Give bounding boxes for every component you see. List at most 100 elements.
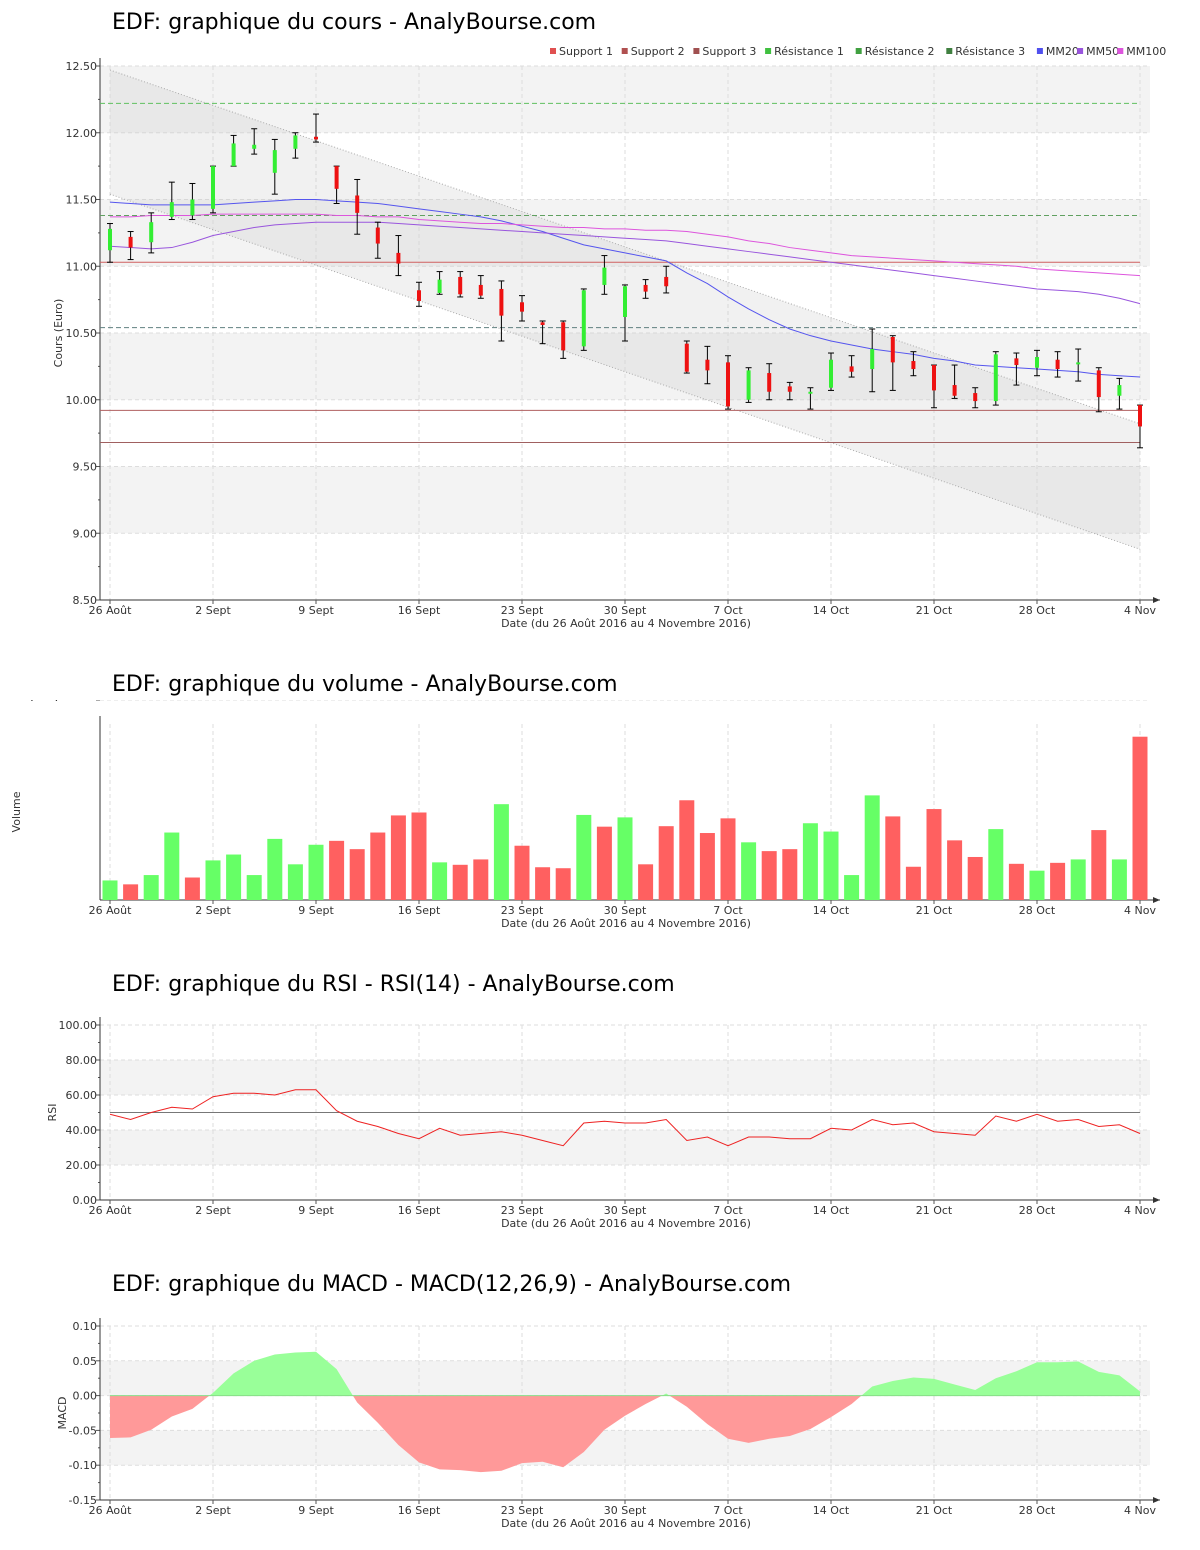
candle-body bbox=[746, 370, 751, 400]
y-tick-label: -0.10 bbox=[69, 1459, 97, 1472]
candle-body bbox=[664, 276, 669, 287]
volume-bar bbox=[1091, 830, 1107, 900]
x-tick-label: 21 Oct bbox=[916, 904, 953, 917]
candle-body bbox=[520, 302, 524, 312]
candle-body bbox=[602, 267, 607, 285]
legend-swatch bbox=[765, 48, 772, 54]
x-tick-label: 30 Sept bbox=[604, 604, 647, 617]
y-tick-label: 0.05 bbox=[73, 1355, 98, 1368]
volume-bar bbox=[658, 826, 674, 900]
volume-bar bbox=[844, 875, 860, 900]
candle-body bbox=[726, 362, 730, 407]
x-axis-arrow bbox=[1153, 597, 1160, 603]
volume-bar bbox=[782, 849, 798, 900]
volume-bar bbox=[390, 815, 406, 900]
volume-bar bbox=[473, 859, 489, 900]
x-tick-label: 16 Sept bbox=[398, 604, 441, 617]
y-tick-label: 0.00 bbox=[73, 1194, 98, 1207]
candle-body bbox=[108, 228, 112, 251]
series-mm20 bbox=[109, 199, 1141, 378]
rsi-line bbox=[109, 1089, 1141, 1147]
legend-label: Résistance 1 bbox=[774, 45, 844, 58]
volume-bar bbox=[823, 831, 839, 900]
y-tick-label: 100.00 bbox=[59, 1019, 98, 1032]
y-tick-label: 40.00 bbox=[66, 1124, 98, 1137]
volume-bar bbox=[905, 866, 921, 900]
volume-bar bbox=[1111, 859, 1127, 900]
x-axis-label: Date (du 26 Août 2016 au 4 Novembre 2016… bbox=[501, 617, 751, 630]
legend-swatch bbox=[946, 48, 953, 54]
candle-body bbox=[293, 135, 298, 149]
y-tick-label: 9.00 bbox=[73, 527, 98, 540]
volume-bar bbox=[988, 829, 1004, 900]
volume-bar bbox=[164, 832, 180, 900]
volume-bar bbox=[514, 845, 530, 900]
x-tick-label: 14 Oct bbox=[813, 604, 850, 617]
y-tick-label: 12.00 bbox=[66, 127, 98, 140]
candle-body bbox=[808, 391, 813, 394]
x-tick-label: 9 Sept bbox=[298, 1204, 334, 1217]
volume-bar bbox=[638, 864, 654, 900]
candle-body bbox=[458, 276, 463, 295]
price-chart: 8.50 9.00 9.50 10.00 10.50 11.00 11.50 12.00 12.… bbox=[52, 45, 1166, 630]
x-tick-label: 7 Oct bbox=[713, 1504, 743, 1517]
candle-body bbox=[540, 322, 545, 325]
x-tick-label: 2 Sept bbox=[195, 904, 231, 917]
volume-bar bbox=[1070, 859, 1086, 900]
x-tick-label: 28 Oct bbox=[1019, 1204, 1056, 1217]
candle-body bbox=[1138, 405, 1142, 427]
legend-label: Support 1 bbox=[559, 45, 613, 58]
legend-swatch bbox=[621, 48, 628, 54]
volume-bar bbox=[720, 818, 736, 900]
candle-body bbox=[561, 322, 566, 351]
candle-body bbox=[169, 202, 174, 217]
volume-bar bbox=[432, 862, 448, 900]
volume-bar bbox=[287, 864, 303, 900]
volume-bar bbox=[596, 826, 612, 900]
macd-positive-area bbox=[110, 1351, 1140, 1396]
x-tick-label: 26 Août bbox=[89, 904, 133, 917]
x-axis-arrow bbox=[1153, 1197, 1160, 1203]
y-tick-label: 8.50 bbox=[73, 594, 98, 607]
candle-body bbox=[128, 236, 133, 248]
x-axis-label: Date (du 26 Août 2016 au 4 Novembre 2016… bbox=[501, 1217, 751, 1230]
x-tick-label: 2 Sept bbox=[195, 1504, 231, 1517]
candle-body bbox=[437, 279, 442, 293]
x-tick-label: 28 Oct bbox=[1019, 904, 1056, 917]
x-tick-label: 26 Août bbox=[89, 604, 133, 617]
price-panel: EDF: graphique du cours - AnalyBourse.co… bbox=[0, 0, 1200, 640]
candle-body bbox=[149, 222, 154, 243]
candle-body bbox=[623, 286, 627, 317]
x-tick-label: 30 Sept bbox=[604, 1504, 647, 1517]
x-tick-label: 26 Août bbox=[89, 1504, 133, 1517]
legend-swatch bbox=[1077, 48, 1084, 54]
legend-swatch bbox=[1036, 48, 1043, 54]
x-tick-label: 16 Sept bbox=[398, 1504, 441, 1517]
rsi-chart-title: EDF: graphique du RSI - RSI(14) - AnalyB… bbox=[112, 972, 675, 997]
candle-body bbox=[499, 288, 504, 316]
volume-bar bbox=[246, 875, 262, 900]
volume-bar bbox=[802, 823, 818, 900]
x-tick-label: 21 Oct bbox=[916, 604, 953, 617]
volume-bar bbox=[411, 812, 427, 900]
x-tick-label: 30 Sept bbox=[604, 904, 647, 917]
x-tick-label: 7 Oct bbox=[713, 604, 743, 617]
candle-body bbox=[993, 354, 998, 402]
y-tick-label: -0.15 bbox=[69, 1494, 97, 1507]
legend-swatch bbox=[855, 48, 862, 54]
volume-bar bbox=[967, 856, 983, 900]
volume-bar bbox=[308, 844, 324, 900]
volume-bar bbox=[349, 849, 365, 900]
candle-body bbox=[252, 144, 257, 149]
candle-body bbox=[973, 393, 978, 402]
y-axis-label: RSI bbox=[46, 1104, 59, 1122]
volume-bar bbox=[617, 817, 633, 900]
candle-body bbox=[1076, 362, 1081, 365]
candle-body bbox=[787, 386, 792, 392]
y-tick-label: 10.00 bbox=[66, 394, 98, 407]
volume-bar bbox=[761, 851, 777, 900]
legend-label: Résistance 2 bbox=[865, 45, 935, 58]
candle-body bbox=[1117, 385, 1122, 396]
volume-bar bbox=[143, 875, 159, 900]
x-tick-label: 4 Nov bbox=[1124, 1204, 1156, 1217]
